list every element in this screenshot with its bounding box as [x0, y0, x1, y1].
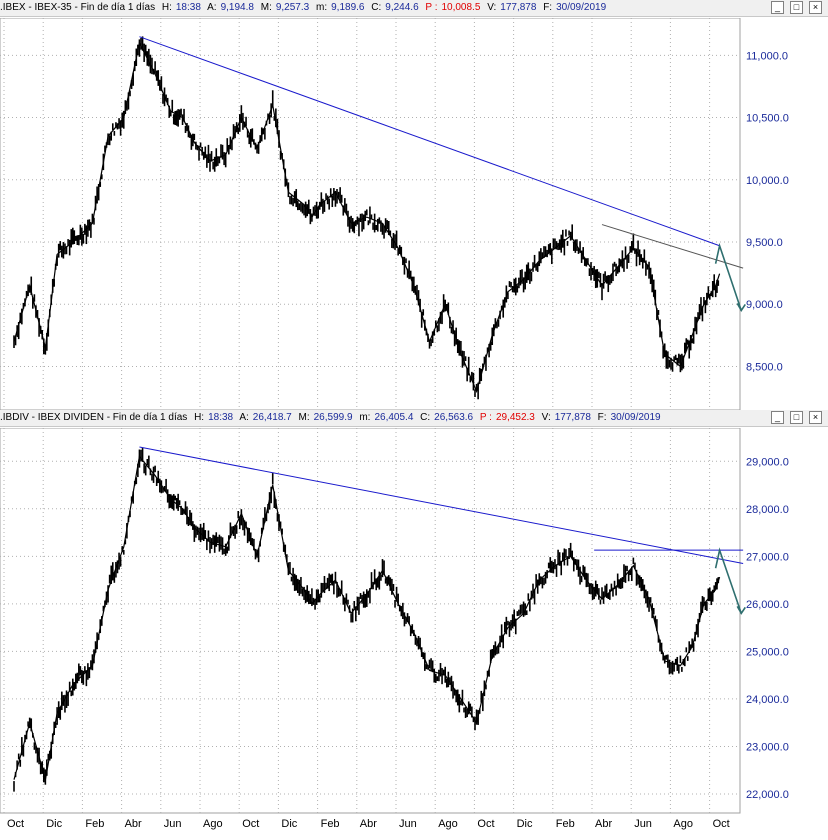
- x-tick-label: Abr: [360, 818, 377, 830]
- minimize-button[interactable]: _: [771, 411, 784, 424]
- header-time: 18:38: [208, 412, 234, 423]
- maximize-button[interactable]: □: [790, 1, 803, 14]
- x-tick-label: Oct: [242, 818, 259, 830]
- y-tick-label: 9,000.0: [746, 299, 783, 311]
- x-tick-label: Dic: [46, 818, 62, 830]
- header-close: 26,563.6: [434, 412, 474, 423]
- plot-area: [0, 428, 741, 814]
- arrow-head-icon: [736, 303, 746, 312]
- header-low: 9,189.6: [331, 2, 365, 13]
- y-tick-label: 27,000.0: [746, 551, 789, 563]
- trendline: [139, 36, 720, 247]
- header-date: 30/09/2019: [556, 2, 607, 13]
- y-tick-label: 8,500.0: [746, 361, 783, 373]
- header-date: 30/09/2019: [610, 412, 661, 423]
- close-button[interactable]: ×: [809, 411, 822, 424]
- x-tick-label: Jun: [399, 818, 417, 830]
- header-volume: 177,878: [554, 412, 591, 423]
- x-tick-label: Oct: [477, 818, 494, 830]
- header-high: 26,599.9: [313, 412, 353, 423]
- chart-panel-ibex: .IBEX - IBEX-35 - Fin de día 1 días H: 18…: [0, 0, 828, 410]
- close-button[interactable]: ×: [809, 1, 822, 14]
- y-tick-label: 24,000.0: [746, 694, 789, 706]
- header-p: 10,008.5: [441, 2, 481, 13]
- header-low: 26,405.4: [374, 412, 414, 423]
- trendline: [601, 224, 744, 269]
- x-tick-label: Dic: [517, 818, 533, 830]
- x-tick-label: Jun: [164, 818, 182, 830]
- x-tick-label: Feb: [85, 818, 104, 830]
- trendline: [139, 446, 744, 564]
- x-tick-label: Ago: [673, 818, 693, 830]
- y-tick-label: 11,000.0: [746, 50, 788, 62]
- header-volume: 177,878: [500, 2, 537, 13]
- y-tick-label: 23,000.0: [746, 741, 789, 753]
- minimize-button[interactable]: _: [771, 1, 784, 14]
- header-ticker: .IBEX - IBEX-35 - Fin de día 1 días: [0, 2, 156, 13]
- chart-panel-ibdiv: .IBDIV - IBEX DIVIDEN - Fin de día 1 día…: [0, 410, 828, 840]
- y-tick-label: 22,000.0: [746, 789, 789, 801]
- y-tick-label: 10,500.0: [746, 113, 789, 125]
- y-tick-label: 10,000.0: [746, 175, 789, 187]
- chart-header-ibex: .IBEX - IBEX-35 - Fin de día 1 días H: 18…: [0, 0, 828, 17]
- projection-arrow: [714, 547, 743, 614]
- price-line: [13, 455, 721, 780]
- chart-header-ibdiv: .IBDIV - IBEX DIVIDEN - Fin de día 1 día…: [0, 410, 828, 427]
- x-tick-label: Oct: [713, 818, 730, 830]
- maximize-button[interactable]: □: [790, 411, 803, 424]
- x-tick-label: Jun: [634, 818, 652, 830]
- y-tick-label: 25,000.0: [746, 646, 789, 658]
- header-ticker: .IBDIV - IBEX DIVIDEN - Fin de día 1 día…: [0, 412, 188, 423]
- x-tick-label: Oct: [7, 818, 24, 830]
- x-tick-label: Ago: [203, 818, 223, 830]
- x-tick-label: Feb: [321, 818, 340, 830]
- y-tick-label: 28,000.0: [746, 504, 789, 516]
- window-buttons: _ □ ×: [769, 411, 826, 425]
- projection-arrow: [714, 242, 743, 311]
- chart-ibex: 11,000.0 10,500.0 10,000.0 9,500.0 9,000.0 8,…: [0, 18, 789, 410]
- x-tick-label: Dic: [281, 818, 297, 830]
- header-p: 29,452.3: [495, 412, 535, 423]
- price-line: [13, 41, 721, 394]
- header-close: 9,244.6: [385, 2, 419, 13]
- x-tick-label: Abr: [125, 818, 142, 830]
- y-tick-label: 26,000.0: [746, 599, 789, 611]
- header-high: 9,257.3: [275, 2, 310, 13]
- window-buttons: _ □ ×: [769, 1, 826, 15]
- x-tick-label: Feb: [556, 818, 575, 830]
- header-open: 26,418.7: [252, 412, 292, 423]
- x-tick-label: Ago: [438, 818, 458, 830]
- header-time: 18:38: [175, 2, 201, 13]
- x-tick-label: Abr: [595, 818, 612, 830]
- chart-ibdiv: 29,000.0 28,000.0 27,000.0 26,000.0 25,000.0…: [0, 428, 789, 830]
- y-tick-label: 9,500.0: [746, 237, 783, 249]
- arrow-head-icon: [736, 605, 746, 615]
- y-tick-label: 29,000.0: [746, 456, 789, 468]
- header-open: 9,194.8: [220, 2, 254, 13]
